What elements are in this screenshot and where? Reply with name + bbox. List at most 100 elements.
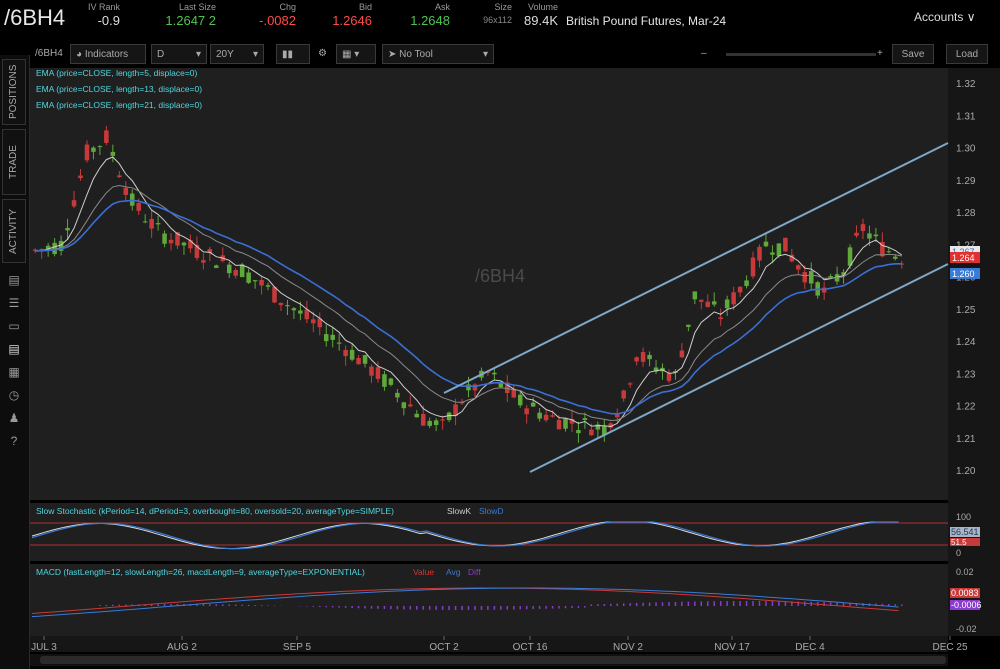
accounts-menu[interactable]: Accounts ∨ [914, 10, 976, 24]
ema-study-label: EMA (price=CLOSE, length=21, displace=0) [36, 100, 202, 110]
candle-body [194, 245, 200, 258]
candle-body [847, 247, 853, 266]
y-tick-label: 1.23 [956, 369, 976, 380]
help-icon[interactable]: ? [10, 434, 18, 448]
symbol-title[interactable]: /6BH4 [4, 5, 66, 30]
save-button[interactable]: Save [892, 44, 934, 64]
tab-positions[interactable]: POSITIONS [2, 59, 26, 125]
candle-body [304, 309, 310, 320]
add-icon[interactable]: + [877, 48, 883, 59]
y-tick-label: 1.26 [956, 273, 976, 284]
price-label-box [950, 246, 980, 257]
y-tick-label: 1.22 [956, 402, 976, 413]
chart-icon[interactable]: ▤ [8, 342, 20, 356]
candle-body [634, 357, 639, 362]
list-icon[interactable]: ☰ [8, 296, 20, 310]
y-tick-label: 1.30 [956, 144, 976, 155]
candle-body [621, 390, 626, 399]
candle-body [388, 378, 394, 385]
macd-value-box [950, 588, 980, 598]
candle-body [530, 402, 536, 407]
minimize-icon[interactable]: – [701, 48, 707, 59]
x-tick-label: OCT 16 [513, 642, 548, 653]
drawings-button[interactable]: ▦ ▾ [336, 44, 376, 64]
candle-body [129, 193, 135, 206]
chevron-down-icon: ▾ [252, 49, 258, 60]
candle-body [265, 285, 271, 287]
clock-icon[interactable]: ◷ [8, 388, 20, 402]
candle-body [343, 349, 348, 357]
iv-rank: IV Rank -0.9 [87, 2, 120, 28]
candle-body [492, 372, 497, 375]
candle-body [867, 233, 872, 239]
ask: Ask 1.2648 [410, 2, 450, 28]
candle-body [311, 319, 316, 324]
stochastic-value: 51.5 [951, 538, 967, 547]
indicators-button[interactable]: ◕ Indicators [70, 44, 146, 64]
quote-header: /6BH4 IV Rank -0.9 Last Size 1.2647 2 Chg -… [0, 0, 1000, 36]
tool-select[interactable]: ➤ No Tool ▾ [382, 44, 494, 64]
aggregation-select[interactable]: D ▾ [151, 44, 207, 64]
candle-body [505, 382, 510, 394]
candle-body [175, 232, 180, 246]
candle-body [699, 299, 704, 302]
stochastic-value-box [950, 527, 980, 537]
people-icon[interactable]: ♟ [8, 411, 20, 425]
volume: Volume 89.4K [524, 2, 558, 28]
candle-body [117, 175, 122, 178]
macd-tick: -0.02 [956, 624, 977, 634]
candle-body [679, 350, 685, 358]
candle-body [58, 240, 64, 251]
candle-body [440, 419, 445, 421]
candle-body [640, 352, 646, 362]
candle-body [433, 420, 439, 426]
candle-body [660, 367, 665, 372]
grid-icon[interactable]: ▦ [8, 365, 20, 379]
candle-body [142, 221, 148, 223]
candle-body [84, 144, 90, 161]
candle-body [349, 349, 355, 360]
candle-body [886, 251, 892, 253]
macd-value-label: Value [413, 567, 434, 577]
candle-body [65, 227, 70, 231]
candle-body [550, 415, 555, 417]
tab-trade[interactable]: TRADE [2, 129, 26, 195]
candle-body [750, 257, 756, 277]
chart-style-button[interactable]: ▮▮ [276, 44, 310, 64]
candle-body [757, 246, 762, 261]
ema-13-line [35, 184, 902, 422]
candle-body [556, 419, 562, 430]
candle-body [298, 310, 303, 314]
y-tick-label: 1.21 [956, 434, 976, 445]
load-button[interactable]: Load [946, 44, 988, 64]
x-tick-label: DEC 4 [795, 642, 825, 653]
channel-upper-line [443, 142, 949, 394]
x-tick-label: NOV 2 [613, 642, 643, 653]
candle-body [828, 276, 833, 278]
candle-body [705, 301, 711, 307]
candle-body [453, 404, 458, 416]
y-tick-label: 1.29 [956, 176, 976, 187]
candle-body [802, 272, 808, 283]
cursor-icon: ➤ [388, 49, 397, 60]
candle-body [485, 371, 491, 373]
tab-activity[interactable]: ACTIVITY [2, 199, 26, 263]
news-icon[interactable]: ▤ [8, 273, 20, 287]
candle-body [744, 280, 749, 287]
candle-body [162, 233, 167, 244]
candle-body [110, 151, 116, 156]
stochastic-k-label: SlowK [447, 506, 471, 516]
candle-body [181, 242, 187, 246]
candle-body [893, 256, 898, 259]
candle-body [155, 223, 161, 225]
candle-body [272, 286, 277, 303]
zoom-slider[interactable] [720, 44, 882, 64]
tv-icon[interactable]: ▭ [8, 319, 20, 333]
candle-body [602, 426, 607, 435]
candle-body [201, 260, 206, 263]
candle-body [627, 383, 633, 385]
size: Size 96x112 [483, 2, 512, 25]
period-select[interactable]: 20Y ▾ [210, 44, 264, 64]
stochastic-panel [30, 503, 948, 561]
gear-icon[interactable]: ⚙ [318, 48, 327, 59]
